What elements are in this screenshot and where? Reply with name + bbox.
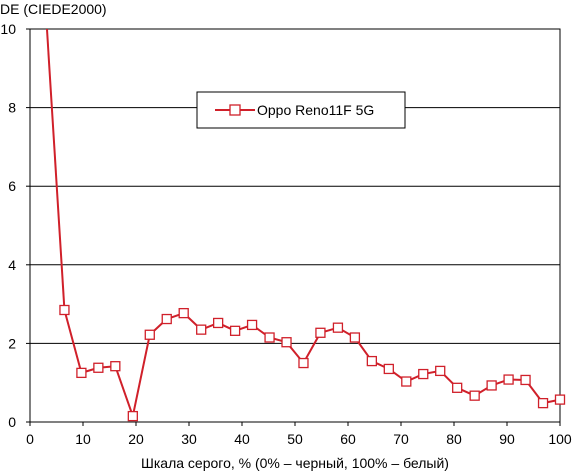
- series-oppo-reno11f-5g: [45, 28, 566, 422]
- data-point-marker: [298, 357, 309, 369]
- data-point-marker: [366, 355, 378, 367]
- data-point-marker: [178, 307, 189, 319]
- data-point-marker: [554, 394, 566, 405]
- data-point-marker: [537, 397, 549, 409]
- data-point-marker: [383, 363, 394, 375]
- series-line-entry: [45, 28, 66, 311]
- data-point-marker: [110, 361, 121, 372]
- x-tick-label: 100: [548, 431, 572, 447]
- data-point-marker: [418, 368, 429, 380]
- data-point-marker: [246, 319, 258, 331]
- y-tick-label: 2: [8, 335, 16, 351]
- y-tick-label: 4: [8, 257, 16, 273]
- data-point-marker: [76, 367, 87, 379]
- x-tick-label: 10: [75, 431, 91, 447]
- x-axis-title: Шкала серого, % (0% – черный, 100% – бел…: [141, 455, 449, 471]
- data-point-marker: [59, 304, 70, 316]
- data-point-marker: [486, 380, 497, 391]
- x-tick-label: 40: [234, 431, 250, 447]
- x-tick-label: 90: [499, 431, 515, 447]
- data-point-marker: [127, 410, 138, 422]
- data-point-marker: [264, 332, 275, 343]
- legend-marker-square-icon: [229, 104, 241, 116]
- x-tick-label: 30: [181, 431, 197, 447]
- data-point-marker: [315, 327, 326, 338]
- legend: Oppo Reno11F 5G: [196, 91, 406, 129]
- plot-area-frame: [29, 28, 561, 423]
- x-tick-label: 0: [26, 431, 34, 447]
- grid-lines: [30, 28, 560, 344]
- x-tick-label: 70: [393, 431, 409, 447]
- data-point-marker: [503, 374, 514, 385]
- data-point-marker: [212, 317, 224, 329]
- series-line: [63, 309, 561, 418]
- data-point-marker: [401, 376, 412, 387]
- x-tick-label: 20: [128, 431, 144, 447]
- y-tick-label: 0: [8, 414, 16, 430]
- data-point-marker: [196, 324, 207, 335]
- y-axis-title: DE (CIEDE2000): [0, 1, 107, 17]
- data-point-marker: [93, 362, 104, 373]
- data-point-marker: [452, 382, 463, 393]
- data-point-marker: [435, 365, 446, 377]
- y-tick-label: 6: [8, 178, 16, 194]
- data-point-marker: [520, 374, 531, 386]
- data-point-marker: [229, 325, 241, 336]
- data-point-marker: [349, 332, 361, 343]
- y-tick-label: 8: [8, 100, 16, 116]
- data-point-marker: [332, 322, 344, 333]
- x-tick-label: 50: [287, 431, 303, 447]
- data-point-marker: [144, 329, 155, 340]
- data-point-marker: [161, 313, 172, 325]
- legend-label: Oppo Reno11F 5G: [257, 102, 374, 118]
- data-point-marker: [281, 337, 292, 348]
- x-tick-label: 60: [340, 431, 356, 447]
- data-point-marker: [469, 390, 480, 401]
- y-tick-label: 10: [0, 21, 16, 37]
- x-tick-label: 80: [446, 431, 462, 447]
